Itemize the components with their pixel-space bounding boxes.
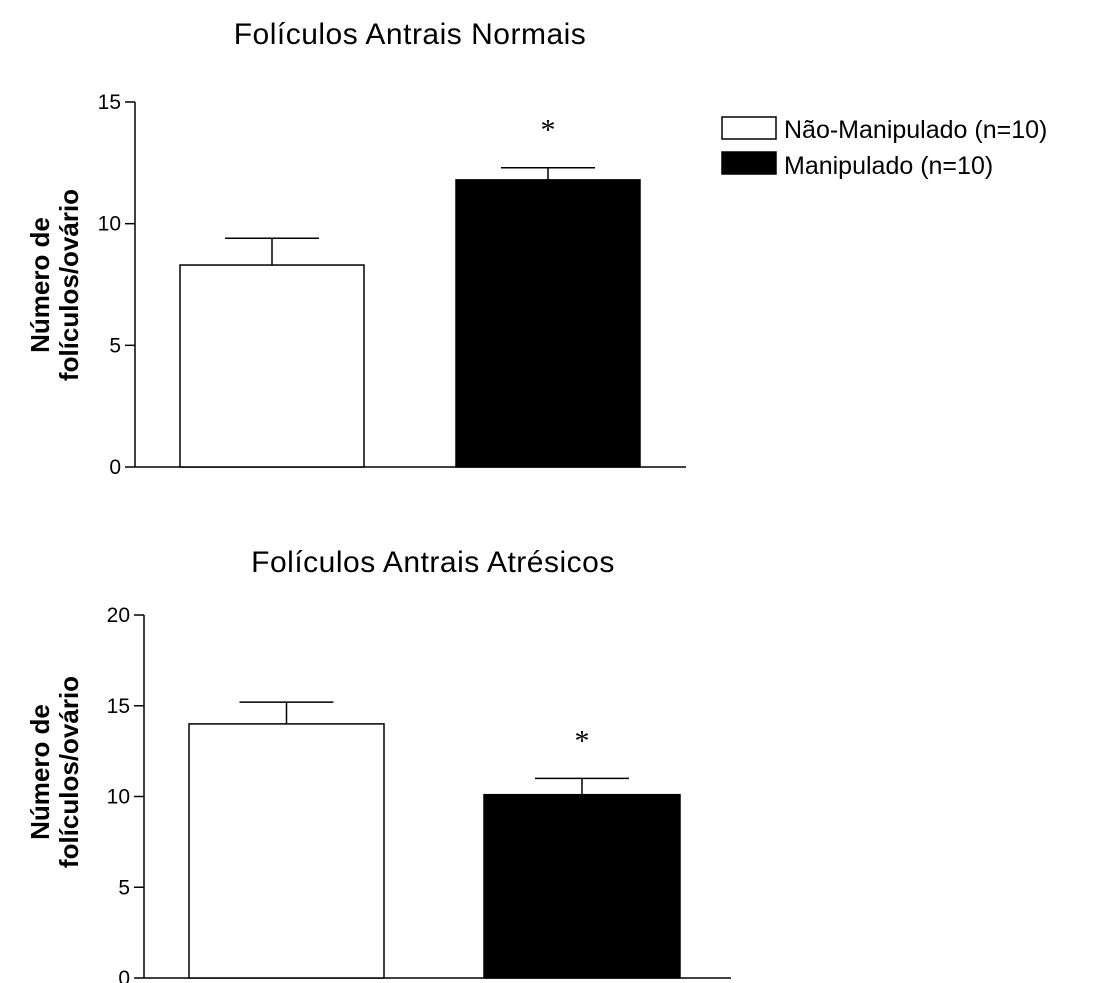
bars-atretic: * — [188, 701, 681, 979]
y-tick-label-normal-2: 10 — [98, 213, 121, 236]
y-axis-label-line2-normal: folículos/ovário — [54, 189, 84, 381]
chart-atretic-follicles: Folículos Antrais Atrésicos Número de fo… — [25, 546, 731, 983]
significance-star-atretic-1: * — [575, 724, 590, 757]
legend-label-unmanipulated: Não-Manipulado (n=10) — [784, 116, 1047, 144]
y-tick-label-normal-3: 15 — [98, 91, 121, 114]
bar-atretic-1 — [483, 793, 681, 979]
y-axis-label-line1-normal: Número de — [25, 217, 55, 353]
bar-normal-0 — [179, 264, 365, 468]
chart-title-normal: Folículos Antrais Normais — [234, 18, 587, 51]
y-axis-label-line2-atretic: folículos/ovário — [54, 676, 84, 868]
y-tick-label-atretic-1: 5 — [118, 876, 130, 899]
chart-title-atretic: Folículos Antrais Atrésicos — [251, 546, 615, 579]
legend: Não-Manipulado (n=10) Manipulado (n=10) — [721, 116, 1047, 180]
y-tick-label-normal-0: 0 — [109, 456, 121, 479]
y-tick-label-atretic-4: 20 — [107, 604, 130, 627]
bars-normal: * — [179, 114, 641, 468]
y-ticks-normal: 0 5 10 15 — [98, 91, 135, 479]
bar-normal-1 — [455, 179, 641, 468]
y-tick-label-normal-1: 5 — [109, 334, 121, 357]
significance-star-normal-1: * — [541, 114, 556, 147]
y-ticks-atretic: 0 5 10 15 20 — [107, 604, 144, 983]
legend-swatch-manipulated — [721, 151, 777, 175]
legend-label-manipulated: Manipulado (n=10) — [784, 152, 993, 180]
y-tick-label-atretic-0: 0 — [118, 967, 130, 983]
y-tick-label-atretic-2: 10 — [107, 786, 130, 809]
y-axis-label-line1-atretic: Número de — [25, 704, 55, 840]
legend-swatch-unmanipulated — [721, 116, 777, 140]
bar-atretic-0 — [188, 723, 385, 979]
y-tick-label-atretic-3: 15 — [107, 695, 130, 718]
chart-normal-follicles: Folículos Antrais Normais Número de folí… — [25, 18, 686, 479]
